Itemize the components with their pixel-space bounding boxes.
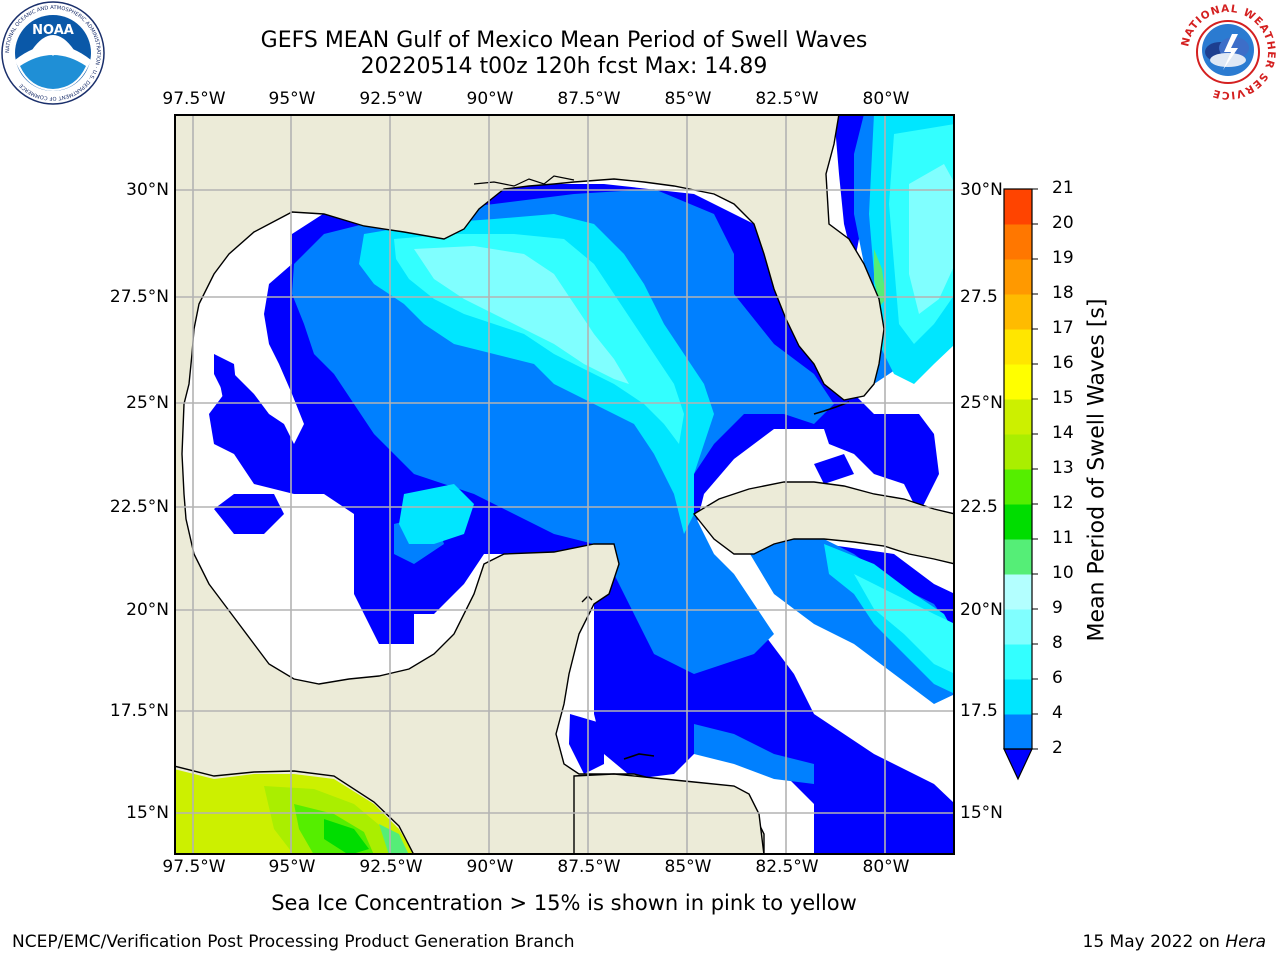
colorbar-tick-label: 11	[1052, 528, 1074, 548]
lat-label-left: 20°N	[126, 600, 169, 620]
lat-label-right: 27.5	[960, 287, 998, 307]
colorbar-swatch	[1004, 504, 1032, 540]
colorbar-swatch	[1004, 539, 1032, 575]
colorbar-tick-label: 10	[1052, 563, 1074, 583]
colorbar-swatch	[1004, 189, 1032, 225]
chart-title: GEFS MEAN Gulf of Mexico Mean Period of …	[260, 28, 868, 53]
lon-label-top: 97.5°W	[162, 89, 226, 109]
land-cuba	[692, 481, 954, 565]
lon-label-top: 87.5°W	[557, 89, 621, 109]
colorbar-tick-label: 17	[1052, 318, 1074, 338]
lat-label-right: 20°N	[960, 600, 1003, 620]
colorbar-tick-label: 9	[1052, 598, 1063, 618]
noaa-logo: NOAA NATIONAL OCEANIC AND ATMOSPHERIC AD…	[0, 0, 106, 106]
map-panel	[174, 114, 955, 855]
footer-date-text: 15 May 2022 on	[1082, 932, 1226, 952]
colorbar-swatch	[1004, 294, 1032, 330]
swell-field-pale-cyan	[414, 164, 954, 384]
noaa-wordmark: NOAA	[32, 23, 74, 38]
lon-label-top: 85°W	[664, 89, 712, 109]
lon-label-bottom: 92.5°W	[359, 857, 423, 877]
nws-logo: NATIONAL WEATHER SERVICE	[1176, 0, 1280, 104]
lon-label-bottom: 95°W	[268, 857, 316, 877]
lon-label-bottom: 85°W	[664, 857, 712, 877]
graticule	[175, 115, 954, 854]
coast-detail-florida-keys	[813, 401, 850, 415]
lat-label-left: 30°N	[126, 180, 169, 200]
colorbar-tick-label: 16	[1052, 353, 1074, 373]
map-frame	[174, 114, 955, 855]
lon-label-bottom: 90°W	[466, 857, 514, 877]
swell-field-green-streak	[874, 249, 886, 306]
colorbar-swatch	[1004, 609, 1032, 645]
lon-label-top: 90°W	[466, 89, 514, 109]
lon-label-bottom: 87.5°W	[557, 857, 621, 877]
lat-label-left: 15°N	[126, 803, 169, 823]
colorbar-tick-label: 13	[1052, 458, 1074, 478]
colorbar-swatch	[1004, 574, 1032, 610]
lat-label-right: 22.5	[960, 497, 998, 517]
colorbar-tick-label: 12	[1052, 493, 1074, 513]
chart-subtitle: 20220514 t00z 120h fcst Max: 14.89	[360, 54, 768, 79]
pacific-coastline	[175, 765, 415, 854]
colorbar-tick-label: 2	[1052, 738, 1063, 758]
sea-ice-note: Sea Ice Concentration > 15% is shown in …	[271, 891, 857, 915]
footer-credit: NCEP/EMC/Verification Post Processing Pr…	[12, 932, 575, 952]
coast-detail-louisiana	[473, 175, 575, 187]
footer-host: Hera	[1225, 932, 1266, 952]
colorbar-tick-label: 21	[1052, 178, 1074, 198]
lon-label-bottom: 97.5°W	[162, 857, 226, 877]
lat-label-left: 17.5°N	[109, 701, 169, 721]
colorbar	[1000, 185, 1050, 785]
lon-label-bottom: 82.5°W	[755, 857, 819, 877]
colorbar-title: Mean Period of Swell Waves [s]	[1084, 298, 1110, 642]
lon-label-bottom: 80°W	[862, 857, 910, 877]
lat-label-right: 25°N	[960, 393, 1003, 413]
colorbar-swatch	[1004, 714, 1032, 750]
colorbar-swatch	[1004, 644, 1032, 680]
lat-label-left: 25°N	[126, 393, 169, 413]
land-central-america-south	[573, 773, 765, 854]
colorbar-swatch	[1004, 259, 1032, 295]
colorbar-tick-label: 14	[1052, 423, 1074, 443]
lat-label-right: 30°N	[960, 180, 1003, 200]
colorbar-swatch	[1004, 329, 1032, 365]
lat-label-left: 22.5°N	[109, 497, 169, 517]
colorbar-swatch	[1004, 224, 1032, 260]
lat-label-right: 15°N	[960, 803, 1003, 823]
footer-date: 15 May 2022 on Hera	[1083, 932, 1267, 952]
colorbar-tick-label: 4	[1052, 703, 1063, 723]
lon-label-top: 92.5°W	[359, 89, 423, 109]
colorbar-tick-label: 20	[1052, 213, 1074, 233]
coast-detail-bay-islands	[623, 753, 655, 760]
colorbar-swatch	[1004, 364, 1032, 400]
lon-label-top: 82.5°W	[755, 89, 819, 109]
lat-label-left: 27.5°N	[109, 287, 169, 307]
colorbar-tick-label: 18	[1052, 283, 1074, 303]
colorbar-swatch	[1004, 679, 1032, 715]
colorbar-swatch	[1004, 399, 1032, 435]
colorbar-tick-label: 8	[1052, 633, 1063, 653]
colorbar-tick-label: 15	[1052, 388, 1074, 408]
lon-label-top: 80°W	[862, 89, 910, 109]
colorbar-swatch	[1004, 469, 1032, 505]
pacific-swell-field	[175, 769, 414, 854]
lon-label-top: 95°W	[268, 89, 316, 109]
colorbar-tick-label: 6	[1052, 668, 1063, 688]
colorbar-under-triangle	[1003, 748, 1033, 781]
colorbar-swatch	[1004, 434, 1032, 470]
colorbar-tick-label: 19	[1052, 248, 1074, 268]
lat-label-right: 17.5	[960, 701, 998, 721]
